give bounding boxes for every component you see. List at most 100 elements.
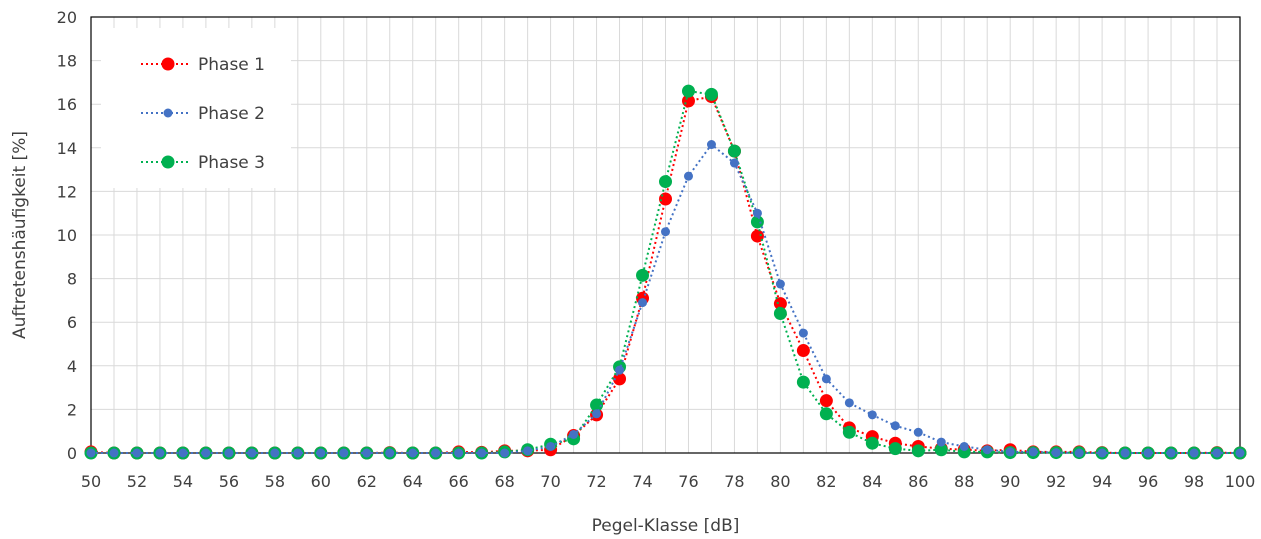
legend-marker [161,57,175,71]
series-line [91,143,1240,454]
data-point [178,448,188,458]
data-point [729,158,739,168]
legend-item: Phase 3 [141,153,265,173]
x-tick-label: 64 [403,472,423,491]
data-point [936,437,946,447]
legend-item: Phase 2 [141,104,265,124]
data-point [86,448,96,458]
data-point [1143,448,1153,458]
legend-label: Phase 2 [198,104,265,124]
data-point [798,328,808,338]
x-tick-label: 74 [632,472,652,491]
data-point [752,208,762,218]
x-axis-label: Pegel-Klasse [dB] [592,516,740,536]
data-point [224,448,234,458]
x-tick-label: 76 [678,472,698,491]
data-point [681,84,695,98]
x-tick-label: 92 [1046,472,1066,491]
x-tick-label: 90 [1000,472,1020,491]
legend-background [101,28,291,188]
data-point [867,410,877,420]
data-point [865,436,879,450]
data-point [109,448,119,458]
x-tick-label: 78 [724,472,744,491]
data-point [546,441,556,451]
y-axis-label: Auftretenshäufigkeit [%] [10,131,30,339]
data-point [592,409,602,419]
x-tick-label: 96 [1138,472,1158,491]
plot-area-frame [90,16,1241,454]
data-point [1120,448,1130,458]
data-point [661,227,670,237]
data-point [959,441,969,451]
data-point [1166,448,1176,458]
data-point [385,448,395,458]
y-tick-label: 12 [57,182,77,201]
data-point [132,448,142,458]
legend-item: Phase 1 [141,55,265,75]
data-point [796,375,810,389]
x-tick-label: 82 [816,472,836,491]
data-point [890,421,900,431]
data-point [773,297,787,311]
data-point [569,429,579,439]
x-axis-tick-labels: 50 52 54 56 58 60 62 64 66 68 70 72 74 76 78 80 82 84 86 88… [81,472,1255,491]
data-point [1074,448,1084,458]
data-point [201,448,211,458]
data-point [477,448,487,458]
legend-label: Phase 1 [198,55,265,75]
data-point [1097,448,1107,458]
x-tick-label: 98 [1184,472,1204,491]
data-point [796,344,810,358]
x-tick-label: 80 [770,472,790,491]
x-tick-label: 88 [954,472,974,491]
data-point [523,446,533,456]
data-point [615,365,625,375]
data-point [1235,448,1245,458]
data-point [155,448,165,458]
y-tick-label: 8 [67,270,77,289]
data-point [842,425,856,439]
x-tick-label: 94 [1092,472,1112,491]
data-point [844,398,854,408]
data-point [819,407,833,421]
data-point [636,268,650,282]
y-tick-label: 16 [57,95,77,114]
data-point [339,448,349,458]
data-point [613,372,627,386]
data-point [750,229,764,243]
data-point [590,398,604,412]
x-tick-label: 54 [173,472,193,491]
data-point [270,448,280,458]
data-point [934,443,948,457]
data-point [1028,447,1038,457]
series-2 [86,140,1245,458]
data-point [1051,448,1061,458]
data-point [750,215,764,229]
data-point [659,175,672,189]
series-layer [84,84,1247,460]
y-tick-label: 18 [57,52,77,71]
data-point [819,394,833,408]
data-point [1005,447,1015,457]
data-point [821,374,831,384]
y-tick-label: 4 [67,357,77,376]
legend-marker [161,155,175,169]
x-tick-label: 68 [494,472,514,491]
data-point [316,448,326,458]
data-point [704,87,718,101]
data-point [362,448,372,458]
data-point [293,448,303,458]
data-point [982,445,992,455]
x-tick-label: 100 [1225,472,1256,491]
data-point [775,279,785,289]
x-tick-label: 62 [357,472,377,491]
legend: Phase 1 Phase 2 Phase 3 [101,28,291,188]
y-tick-label: 0 [67,444,77,463]
data-point [706,140,716,150]
x-tick-label: 84 [862,472,882,491]
data-point [431,448,441,458]
x-tick-label: 50 [81,472,101,491]
y-tick-label: 10 [57,226,77,245]
x-tick-label: 58 [265,472,285,491]
